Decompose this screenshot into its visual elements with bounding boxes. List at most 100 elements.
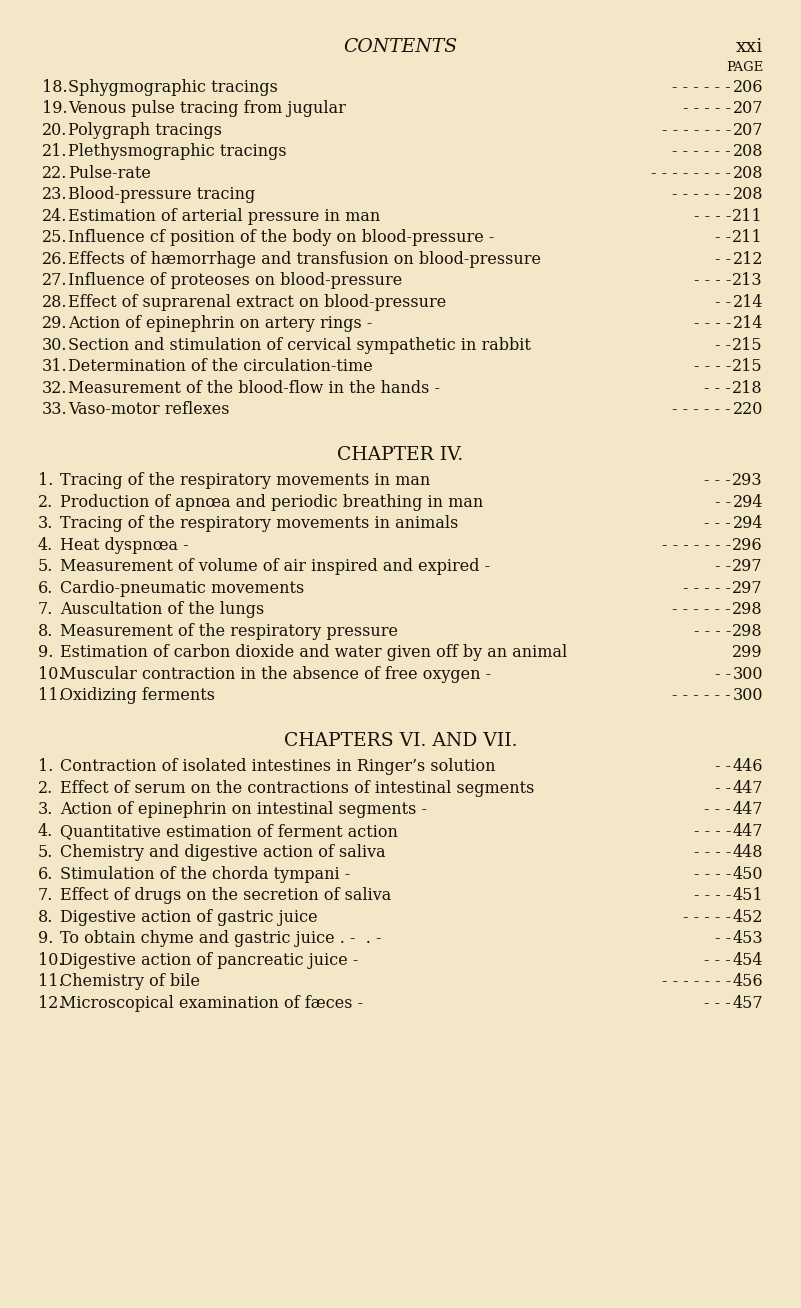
- Text: CONTENTS: CONTENTS: [344, 38, 457, 56]
- Text: - - - -: - - - -: [694, 887, 731, 904]
- Text: To obtain chyme and gastric juice . -  . -: To obtain chyme and gastric juice . - . …: [60, 930, 381, 947]
- Text: Measurement of the blood-flow in the hands -: Measurement of the blood-flow in the han…: [68, 379, 440, 396]
- Text: 11.: 11.: [38, 973, 63, 990]
- Text: Digestive action of pancreatic juice -: Digestive action of pancreatic juice -: [60, 952, 358, 969]
- Text: Influence of proteoses on blood-pressure: Influence of proteoses on blood-pressure: [68, 272, 402, 289]
- Text: - -: - -: [714, 666, 731, 683]
- Text: 27.: 27.: [42, 272, 67, 289]
- Text: 297: 297: [732, 559, 763, 576]
- Text: Determination of the circulation-time: Determination of the circulation-time: [68, 358, 372, 375]
- Text: - - - -: - - - -: [694, 823, 731, 840]
- Text: Plethysmographic tracings: Plethysmographic tracings: [68, 144, 287, 161]
- Text: - - -: - - -: [704, 515, 731, 532]
- Text: Effects of hæmorrhage and transfusion on blood-pressure: Effects of hæmorrhage and transfusion on…: [68, 251, 541, 268]
- Text: 7.: 7.: [38, 887, 54, 904]
- Text: 446: 446: [732, 759, 763, 776]
- Text: 21.: 21.: [42, 144, 67, 161]
- Text: - -: - -: [714, 294, 731, 311]
- Text: - - - -: - - - -: [694, 844, 731, 861]
- Text: Effect of suprarenal extract on blood-pressure: Effect of suprarenal extract on blood-pr…: [68, 294, 446, 311]
- Text: 447: 447: [732, 802, 763, 819]
- Text: 452: 452: [732, 909, 763, 926]
- Text: Estimation of arterial pressure in man: Estimation of arterial pressure in man: [68, 208, 380, 225]
- Text: 453: 453: [732, 930, 763, 947]
- Text: 208: 208: [732, 144, 763, 161]
- Text: Oxidizing ferments: Oxidizing ferments: [60, 687, 215, 704]
- Text: CHAPTER IV.: CHAPTER IV.: [337, 446, 464, 464]
- Text: Production of apnœa and periodic breathing in man: Production of apnœa and periodic breathi…: [60, 494, 483, 511]
- Text: 447: 447: [732, 823, 763, 840]
- Text: - - - - - -: - - - - - -: [672, 186, 731, 203]
- Text: - - -: - - -: [704, 995, 731, 1012]
- Text: Stimulation of the chorda tympani -: Stimulation of the chorda tympani -: [60, 866, 350, 883]
- Text: Contraction of isolated intestines in Ringer’s solution: Contraction of isolated intestines in Ri…: [60, 759, 496, 776]
- Text: Action of epinephrin on intestinal segments -: Action of epinephrin on intestinal segme…: [60, 802, 427, 819]
- Text: 215: 215: [732, 358, 763, 375]
- Text: Pulse-rate: Pulse-rate: [68, 165, 151, 182]
- Text: PAGE: PAGE: [726, 60, 763, 73]
- Text: Quantitative estimation of ferment action: Quantitative estimation of ferment actio…: [60, 823, 398, 840]
- Text: 26.: 26.: [42, 251, 67, 268]
- Text: Digestive action of gastric juice: Digestive action of gastric juice: [60, 909, 318, 926]
- Text: Estimation of carbon dioxide and water given off by an animal: Estimation of carbon dioxide and water g…: [60, 645, 567, 662]
- Text: 33.: 33.: [42, 402, 67, 419]
- Text: 220: 220: [733, 402, 763, 419]
- Text: 4.: 4.: [38, 536, 53, 553]
- Text: 22.: 22.: [42, 165, 67, 182]
- Text: Effect of drugs on the secretion of saliva: Effect of drugs on the secretion of sali…: [60, 887, 391, 904]
- Text: 208: 208: [732, 165, 763, 182]
- Text: 298: 298: [732, 623, 763, 640]
- Text: Action of epinephrin on artery rings -: Action of epinephrin on artery rings -: [68, 315, 372, 332]
- Text: - - - -: - - - -: [694, 623, 731, 640]
- Text: 456: 456: [732, 973, 763, 990]
- Text: CHAPTERS VI. AND VII.: CHAPTERS VI. AND VII.: [284, 732, 517, 751]
- Text: Auscultation of the lungs: Auscultation of the lungs: [60, 602, 264, 619]
- Text: Blood-pressure tracing: Blood-pressure tracing: [68, 186, 256, 203]
- Text: - -: - -: [714, 780, 731, 797]
- Text: 206: 206: [732, 78, 763, 95]
- Text: 299: 299: [732, 645, 763, 662]
- Text: 213: 213: [732, 272, 763, 289]
- Text: Polygraph tracings: Polygraph tracings: [68, 122, 222, 139]
- Text: 20.: 20.: [42, 122, 67, 139]
- Text: 457: 457: [732, 995, 763, 1012]
- Text: 10.: 10.: [38, 952, 63, 969]
- Text: 293: 293: [732, 472, 763, 489]
- Text: 6.: 6.: [38, 866, 54, 883]
- Text: 3.: 3.: [38, 802, 54, 819]
- Text: 1.: 1.: [38, 759, 54, 776]
- Text: - - - - - -: - - - - - -: [672, 402, 731, 419]
- Text: 212: 212: [732, 251, 763, 268]
- Text: 4.: 4.: [38, 823, 53, 840]
- Text: 28.: 28.: [42, 294, 67, 311]
- Text: Tracing of the respiratory movements in man: Tracing of the respiratory movements in …: [60, 472, 430, 489]
- Text: - - - - - - -: - - - - - - -: [662, 973, 731, 990]
- Text: 32.: 32.: [42, 379, 67, 396]
- Text: 451: 451: [732, 887, 763, 904]
- Text: Sphygmographic tracings: Sphygmographic tracings: [68, 78, 278, 95]
- Text: - - - - - -: - - - - - -: [672, 144, 731, 161]
- Text: 218: 218: [732, 379, 763, 396]
- Text: - - -: - - -: [704, 472, 731, 489]
- Text: Muscular contraction in the absence of free oxygen -: Muscular contraction in the absence of f…: [60, 666, 491, 683]
- Text: 6.: 6.: [38, 579, 54, 596]
- Text: - - - - -: - - - - -: [683, 909, 731, 926]
- Text: Influence cf position of the body on blood-pressure -: Influence cf position of the body on blo…: [68, 229, 494, 246]
- Text: - - - - -: - - - - -: [683, 101, 731, 118]
- Text: 297: 297: [732, 579, 763, 596]
- Text: 1.: 1.: [38, 472, 54, 489]
- Text: Microscopical examination of fæces -: Microscopical examination of fæces -: [60, 995, 363, 1012]
- Text: - - - - - -: - - - - - -: [672, 602, 731, 619]
- Text: 300: 300: [732, 666, 763, 683]
- Text: 30.: 30.: [42, 337, 67, 354]
- Text: Section and stimulation of cervical sympathetic in rabbit: Section and stimulation of cervical symp…: [68, 337, 531, 354]
- Text: 215: 215: [732, 337, 763, 354]
- Text: 18.: 18.: [42, 78, 67, 95]
- Text: 9.: 9.: [38, 930, 54, 947]
- Text: 207: 207: [732, 122, 763, 139]
- Text: Measurement of the respiratory pressure: Measurement of the respiratory pressure: [60, 623, 398, 640]
- Text: - - - -: - - - -: [694, 358, 731, 375]
- Text: 3.: 3.: [38, 515, 54, 532]
- Text: Measurement of volume of air inspired and expired -: Measurement of volume of air inspired an…: [60, 559, 490, 576]
- Text: 454: 454: [732, 952, 763, 969]
